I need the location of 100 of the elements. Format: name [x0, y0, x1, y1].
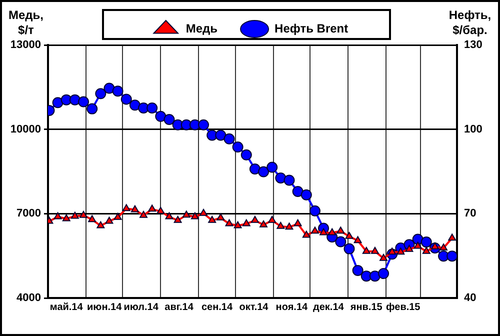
- legend-label: Медь: [186, 21, 218, 36]
- point: [250, 216, 259, 223]
- point: [62, 214, 70, 222]
- x-tick-label: окт.14: [239, 302, 269, 313]
- point: [285, 222, 294, 230]
- point: [164, 114, 175, 125]
- point: [448, 234, 456, 241]
- point: [104, 82, 115, 94]
- point: [440, 243, 448, 250]
- point: [396, 248, 405, 255]
- point: [362, 246, 370, 254]
- y-axis-title: Медь, $/т: [8, 8, 44, 38]
- x-tick-label: июл.14: [124, 302, 159, 313]
- point: [105, 216, 114, 224]
- y-tick-label: 4000: [16, 292, 41, 304]
- point: [200, 208, 208, 216]
- point: [352, 264, 364, 276]
- point: [302, 230, 310, 238]
- point: [95, 88, 106, 100]
- point: [380, 254, 388, 261]
- point: [148, 204, 156, 212]
- point: [446, 250, 457, 262]
- point: [129, 100, 140, 111]
- point: [430, 242, 439, 250]
- x-tick-label: ноя.14: [276, 302, 308, 313]
- point: [224, 133, 235, 144]
- point: [422, 246, 430, 254]
- point: [80, 210, 88, 218]
- point: [78, 96, 90, 108]
- y2-tick-label: 130: [464, 39, 482, 52]
- point: [216, 213, 225, 220]
- point: [388, 248, 396, 255]
- point: [292, 186, 304, 197]
- point: [344, 243, 355, 254]
- point: [300, 189, 312, 200]
- point: [335, 236, 346, 248]
- point: [120, 94, 132, 105]
- point: [70, 212, 79, 219]
- x-tick-label: сен.14: [201, 302, 233, 313]
- point: [240, 149, 252, 160]
- point: [182, 210, 190, 218]
- point: [414, 242, 422, 249]
- point: [369, 270, 380, 282]
- point: [86, 103, 98, 114]
- point: [284, 174, 295, 186]
- point: [310, 226, 319, 234]
- point: [146, 102, 158, 114]
- point: [370, 246, 379, 254]
- point: [88, 215, 96, 222]
- point: [112, 86, 124, 97]
- y2-tick-label: 100: [464, 123, 482, 136]
- y-tick-label: 7000: [16, 208, 41, 220]
- y2-tick-label: 40: [464, 292, 476, 304]
- point: [190, 212, 199, 220]
- y2-axis-title: Нефть, $/бар.: [448, 8, 492, 38]
- point: [354, 236, 362, 244]
- point: [69, 94, 80, 106]
- point: [405, 244, 414, 252]
- point: [258, 166, 270, 178]
- y-tick-label: 13000: [10, 39, 41, 52]
- point: [260, 220, 268, 228]
- point: [225, 219, 234, 226]
- point: [242, 219, 250, 226]
- x-tick-label: дек.14: [313, 302, 344, 313]
- y2-tick-label: 70: [464, 208, 476, 220]
- legend-label: Нефть Brent: [274, 21, 348, 36]
- point: [268, 216, 276, 223]
- x-tick-label: янв.15: [350, 302, 383, 313]
- point: [420, 236, 432, 248]
- point: [294, 219, 302, 226]
- point: [52, 97, 64, 108]
- x-tick-label: фев.15: [386, 302, 421, 313]
- x-tick-label: май.14: [50, 302, 84, 313]
- point: [266, 162, 278, 173]
- point: [165, 212, 174, 220]
- point: [276, 222, 285, 229]
- point: [345, 232, 354, 239]
- point: [208, 216, 216, 223]
- point: [96, 221, 105, 228]
- point: [215, 130, 226, 141]
- point: [328, 228, 336, 236]
- point: [54, 212, 62, 220]
- x-tick-label: авг.14: [164, 302, 194, 313]
- y-tick-label: 10000: [10, 123, 41, 136]
- point: [320, 228, 328, 236]
- point: [174, 216, 182, 223]
- point: [198, 119, 210, 130]
- point: [232, 142, 244, 153]
- point: [275, 172, 286, 184]
- point: [140, 210, 148, 218]
- point: [249, 163, 260, 174]
- point: [234, 221, 242, 228]
- x-tick-label: июн.14: [87, 302, 122, 313]
- point: [378, 268, 390, 280]
- point: [309, 205, 320, 216]
- point: [122, 204, 130, 212]
- point: [156, 206, 165, 214]
- point: [114, 212, 122, 220]
- point: [130, 205, 139, 212]
- point: [336, 226, 345, 234]
